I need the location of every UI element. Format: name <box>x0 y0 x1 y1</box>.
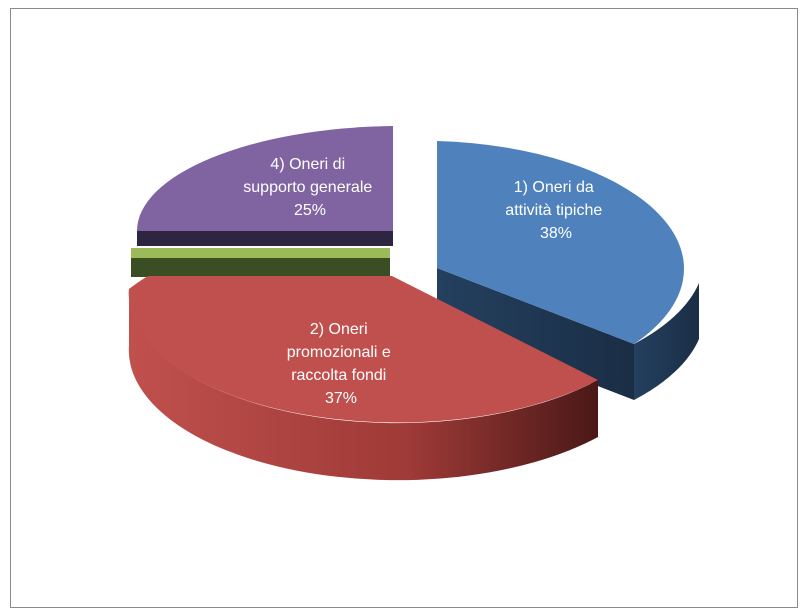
slice-1-top <box>437 141 684 344</box>
slice-4 <box>136 126 393 246</box>
slice-3 <box>131 248 390 277</box>
slice-4-top <box>136 126 393 231</box>
slice-4-label: 4) Oneri di supporto generale 25% <box>243 156 376 219</box>
slice-2-top <box>128 276 598 423</box>
slice-1-side <box>437 268 634 400</box>
slice-3-side <box>131 258 390 277</box>
slice-4-side <box>137 231 393 246</box>
slice-3-top <box>131 248 390 258</box>
slice-1-label: 1) Oneri da attività tipiche 38% <box>505 179 606 242</box>
slice-2 <box>128 276 599 481</box>
slice-2-side <box>128 289 599 481</box>
slice-2-label: 2) Oneri promozionali e raccolta fondi 3… <box>287 321 396 407</box>
slice-1-side-curve <box>634 283 699 400</box>
slice-1 <box>437 141 699 400</box>
